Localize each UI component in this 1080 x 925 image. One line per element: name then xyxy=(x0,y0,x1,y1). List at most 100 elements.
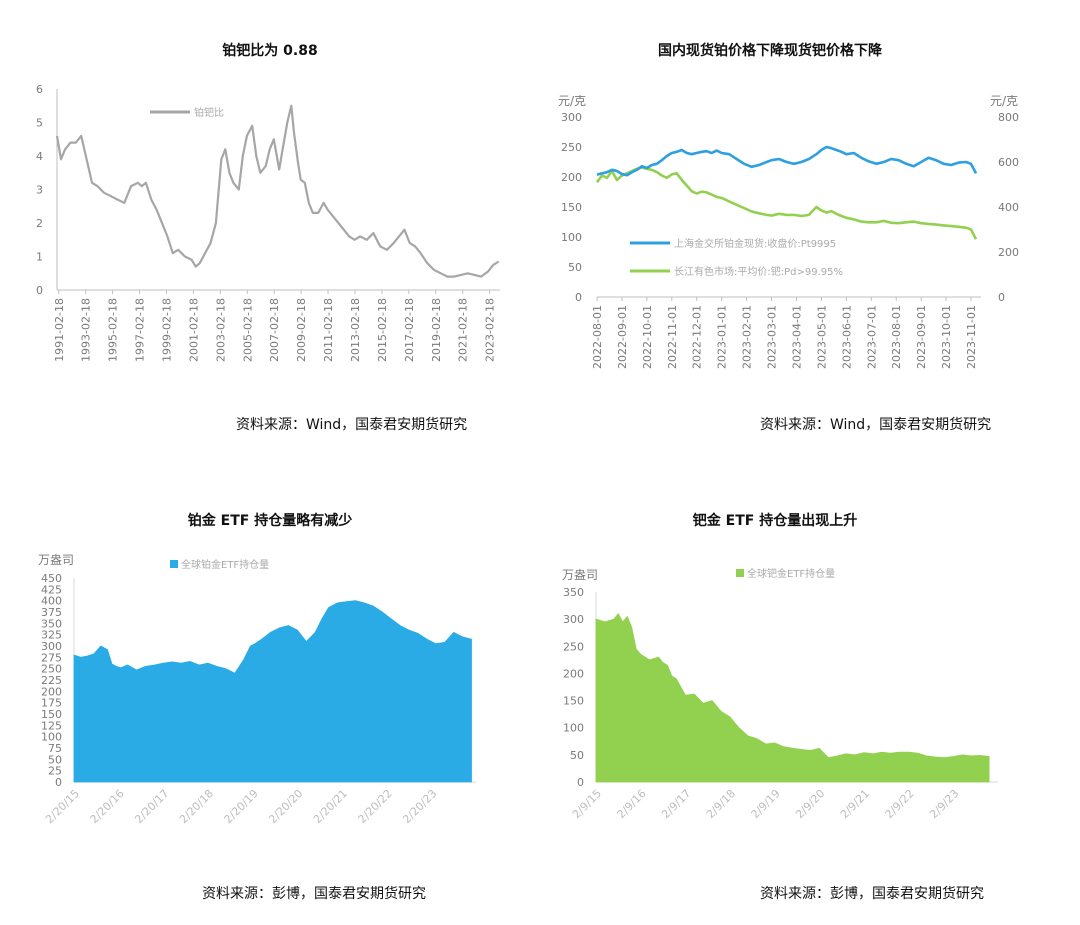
x-tick-label: 2/9/15 xyxy=(570,787,604,821)
y-tick-label-left: 250 xyxy=(561,141,582,154)
legend-label: 全球钯金ETF持仓量 xyxy=(747,567,835,580)
series-area xyxy=(595,612,990,783)
legend-label-platinum: 上海金交所铂金现货:收盘价:Pt9995 xyxy=(674,237,836,250)
x-tick-label: 2/20/15 xyxy=(43,787,82,826)
chart-pd-etf-svg: 万盎司 0 50 100 150 200 250 300 350 2/9/15 2/9/16 2/9/… xyxy=(562,567,998,821)
chart-source: 资料来源：彭博，国泰君安期货研究 xyxy=(760,886,984,902)
x-tick-label: 2023-02-18 xyxy=(484,298,497,362)
x-tick-label: 2023-05-01 xyxy=(815,305,828,369)
x-tick-label: 2023-03-01 xyxy=(766,305,779,369)
y-tick-label: 100 xyxy=(563,722,584,735)
y-tick-label: 175 xyxy=(41,697,62,710)
x-tick-label: 2023-11-01 xyxy=(965,305,978,369)
x-tick-label: 1999-02-18 xyxy=(160,298,173,362)
chart-pt-etf-svg: 万盎司 0255075100125150175200225250275300325… xyxy=(38,553,476,826)
y-tick-label: 400 xyxy=(41,595,62,608)
x-tick-label: 2021-02-18 xyxy=(457,298,470,362)
y-tick-label: 325 xyxy=(41,629,62,642)
x-tick-label: 2023-01-01 xyxy=(716,305,729,369)
y-tick-label: 5 xyxy=(36,117,43,130)
legend-label: 全球铂金ETF持仓量 xyxy=(181,558,269,571)
x-tick-label: 2/20/23 xyxy=(400,787,439,826)
y-tick-label: 75 xyxy=(48,742,62,755)
x-tick-label: 2023-02-01 xyxy=(741,305,754,369)
y-tick-label: 0 xyxy=(577,776,584,789)
chart-source: 资料来源：Wind，国泰君安期货研究 xyxy=(760,417,992,433)
chart-source: 资料来源：Wind，国泰君安期货研究 xyxy=(236,417,468,433)
chart-title: 国内现货铂价格下降现货钯价格下降 xyxy=(658,43,882,59)
legend-swatch xyxy=(170,560,178,568)
x-tick-label: 2/9/17 xyxy=(659,787,693,821)
x-tick-label: 2/20/21 xyxy=(311,787,350,826)
x-tick-label: 1995-02-18 xyxy=(107,298,120,362)
y-tick-label: 350 xyxy=(41,617,62,630)
x-tick-label: 2022-12-01 xyxy=(691,305,704,369)
x-tick-label: 2007-02-18 xyxy=(268,298,281,362)
chart-panel-palladium-etf: 钯金 ETF 持仓量出现上升 万盎司 0 50 100 150 200 250 300 350 2… xyxy=(540,460,1080,925)
x-tick-label: 1991-02-18 xyxy=(53,298,66,362)
y-tick-label: 50 xyxy=(48,753,62,766)
y-tick-label: 200 xyxy=(41,685,62,698)
chart-panel-platinum-etf: 铂金 ETF 持仓量略有减少 万盎司 0 25 50 75 100 125 150 175 200… xyxy=(0,460,540,925)
x-tick-label: 2/20/17 xyxy=(132,787,171,826)
x-tick-label: 2023-04-01 xyxy=(790,305,803,369)
x-tick-label: 2023-09-01 xyxy=(915,305,928,369)
x-tick-label: 2005-02-18 xyxy=(241,298,254,362)
series-line-palladium xyxy=(595,166,978,240)
y-tick-label: 1 xyxy=(36,251,43,264)
chart-panel-pt-pd-ratio: 铂钯比为 0.88 0 1 2 3 4 5 6 1991-02-18 1993-02-18 199… xyxy=(0,0,540,450)
y-tick-label-right: 400 xyxy=(998,201,1019,214)
x-tick-label: 2/20/22 xyxy=(356,787,395,826)
y-axis-unit: 万盎司 xyxy=(38,553,74,567)
series-line-ratio xyxy=(55,104,500,278)
series-line-platinum xyxy=(596,145,978,177)
x-tick-label: 2015-02-18 xyxy=(376,298,389,362)
y-tick-label-left: 0 xyxy=(575,291,582,304)
y-tick-label-left: 50 xyxy=(568,261,582,274)
y-tick-label: 150 xyxy=(41,708,62,721)
y-tick-label: 0 xyxy=(36,284,43,297)
x-tick-label: 2/9/20 xyxy=(793,787,827,821)
x-tick-label: 2023-08-01 xyxy=(890,305,903,369)
x-tick-label: 2/9/22 xyxy=(883,787,917,821)
y-tick-label-right: 600 xyxy=(998,156,1019,169)
x-tick-label: 2019-02-18 xyxy=(430,298,443,362)
y-tick-label: 300 xyxy=(563,613,584,626)
x-tick-label: 2017-02-18 xyxy=(403,298,416,362)
chart-source: 资料来源：彭博，国泰君安期货研究 xyxy=(202,886,426,902)
x-tick-label: 2/20/20 xyxy=(266,787,305,826)
x-tick-label: 2022-11-01 xyxy=(666,305,679,369)
y-tick-label-left: 300 xyxy=(561,111,582,124)
x-tick-label: 2/9/21 xyxy=(838,787,872,821)
y-tick-label-right: 200 xyxy=(998,246,1019,259)
chart-ratio-svg: 0 1 2 3 4 5 6 1991-02-18 1993-02-18 1995-02-18 199… xyxy=(36,83,500,362)
series-area xyxy=(73,600,472,783)
y-tick-label: 300 xyxy=(41,640,62,653)
chart-panel-spot-prices: 国内现货铂价格下降现货钯价格下降 元/克 元/克 0 50 100 150 200 250 30… xyxy=(540,0,1080,450)
x-tick-label: 2/9/19 xyxy=(749,787,783,821)
y-tick-label: 225 xyxy=(41,674,62,687)
chart-spot-svg: 元/克 元/克 0 50 100 150 200 250 300 0 200 400 600 800 202… xyxy=(558,94,1019,369)
y-tick-label: 3 xyxy=(36,184,43,197)
y-tick-label-left: 100 xyxy=(561,231,582,244)
y-tick-label: 6 xyxy=(36,83,43,96)
x-tick-label: 2009-02-18 xyxy=(295,298,308,362)
y-tick-label: 250 xyxy=(41,663,62,676)
y-tick-label: 250 xyxy=(563,640,584,653)
y-tick-label-left: 200 xyxy=(561,171,582,184)
x-tick-label: 2022-10-01 xyxy=(641,305,654,369)
legend-label: 铂钯比 xyxy=(194,106,224,119)
y-tick-label: 425 xyxy=(41,583,62,596)
x-tick-label: 2022-09-01 xyxy=(616,305,629,369)
y-tick-label: 2 xyxy=(36,217,43,230)
x-tick-label: 2023-10-01 xyxy=(940,305,953,369)
x-tick-label: 2001-02-18 xyxy=(187,298,200,362)
x-tick-label: 2013-02-18 xyxy=(349,298,362,362)
y-tick-label: 4 xyxy=(36,150,43,163)
x-tick-label: 2/20/16 xyxy=(88,787,127,826)
y-tick-label-right: 800 xyxy=(998,111,1019,124)
x-tick-label: 2/9/16 xyxy=(615,787,649,821)
y-tick-label: 200 xyxy=(563,667,584,680)
y-tick-label: 350 xyxy=(563,586,584,599)
x-tick-label: 2011-02-18 xyxy=(322,298,335,362)
